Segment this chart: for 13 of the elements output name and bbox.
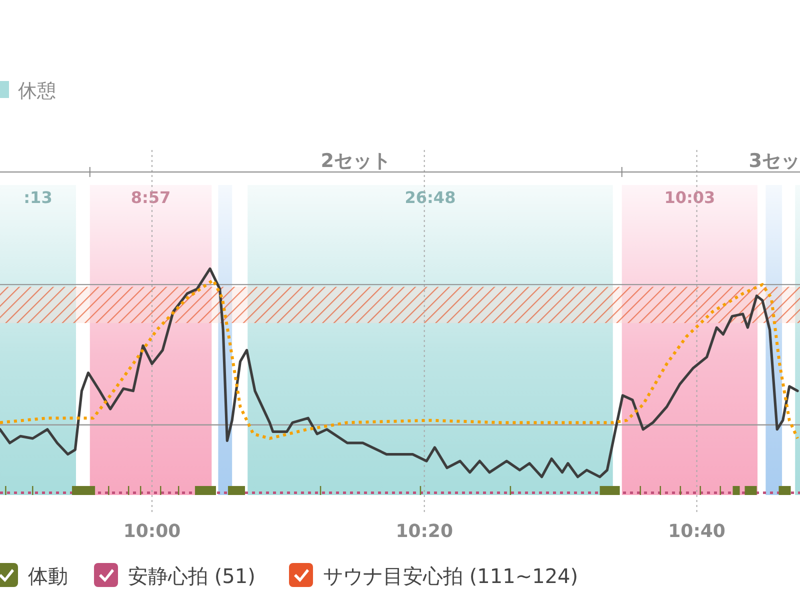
band-label: 8:57 (130, 188, 171, 207)
x-tick-label: 10:20 (396, 521, 453, 542)
legend-label: 安静心拍 (51) (128, 564, 256, 588)
text: 3セッ (748, 150, 800, 172)
band-label: 10:03 (664, 188, 716, 207)
legend-label: 体動 (28, 564, 68, 588)
text: 2セット (320, 150, 391, 172)
x-tick-label: 10:00 (123, 521, 181, 542)
legend-label: サウナ目安心拍 (111~124) (323, 564, 578, 588)
legend-title: 休憩 (18, 80, 56, 102)
x-tick-label: 10:40 (668, 521, 726, 542)
band-label: :13 (24, 188, 52, 207)
band-label: 26:48 (404, 188, 456, 207)
